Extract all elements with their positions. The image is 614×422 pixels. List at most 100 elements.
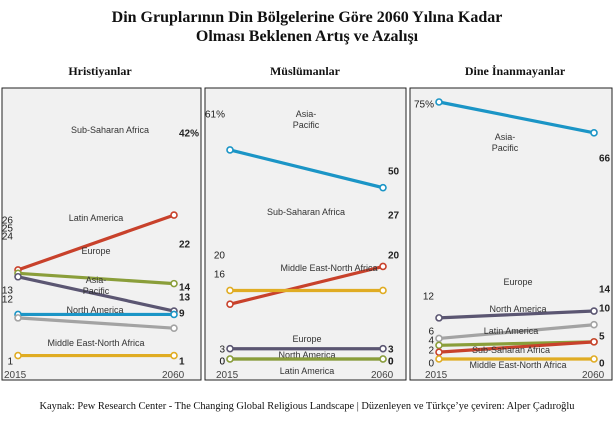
data-point-2015 — [435, 98, 443, 106]
series-line — [16, 213, 176, 272]
series-name-label: Asia- — [296, 109, 317, 119]
data-label-2015: 3 — [219, 345, 225, 356]
series-line — [437, 323, 596, 341]
series-north-america: 12 9 North America — [2, 295, 185, 332]
data-point-2060 — [379, 355, 387, 363]
data-label-2015: 12 — [2, 295, 14, 306]
data-label-2015: 0 — [219, 357, 225, 368]
series-name-label: Sub-Saharan Africa — [267, 207, 345, 217]
series-line — [16, 275, 176, 313]
series-middle-east-north-africa: 20 20 Middle East-North Africa — [214, 251, 400, 295]
data-point-2015 — [435, 334, 443, 343]
data-point-2015 — [14, 351, 22, 360]
x-tick-label: 2015 — [425, 370, 448, 381]
x-tick-label: 2015 — [4, 370, 27, 381]
series-line — [16, 271, 176, 286]
x-tick-label: 2060 — [371, 370, 394, 381]
series-line — [228, 148, 385, 190]
data-point-2060 — [379, 262, 387, 271]
data-point-2060 — [170, 310, 178, 319]
panel-title-band — [2, 58, 201, 87]
series-name-label: Pacific — [293, 120, 320, 130]
series-name-label: Pacific — [492, 143, 519, 153]
series-name-label: Middle East-North Africa — [469, 360, 566, 370]
panel-title: Dine İnanmayanlar — [465, 64, 566, 78]
series-north-america: 6 10 North America — [428, 304, 611, 343]
panel-frame — [1, 87, 202, 381]
data-point-2015 — [226, 146, 234, 154]
data-label-2015: 26 — [2, 216, 14, 227]
data-point-2015 — [226, 355, 234, 363]
data-label-2015: 13 — [2, 286, 14, 297]
data-point-2060 — [170, 211, 178, 219]
data-point-2015 — [226, 286, 234, 295]
data-label-2060: 50 — [388, 167, 400, 178]
series-sub-saharan-africa: 2 Sub-Saharan Africa — [428, 338, 598, 357]
series-name-label: Middle East-North Africa — [280, 263, 377, 273]
series-name-label: Latin America — [69, 213, 124, 223]
data-point-2060 — [590, 320, 598, 329]
data-point-2015 — [435, 314, 443, 322]
series-name-label: Pacific — [83, 286, 110, 296]
data-point-2060 — [379, 344, 387, 353]
panel-title: Hristiyanlar — [68, 64, 132, 78]
data-label-2060: 20 — [388, 251, 400, 262]
source-note: Kaynak: Pew Research Center - The Changi… — [39, 401, 575, 412]
series-name-label: North America — [489, 304, 546, 314]
data-label-2015: 1 — [7, 357, 13, 368]
data-label-2060: 42% — [179, 129, 199, 140]
data-point-2060 — [590, 338, 598, 346]
series-line — [16, 316, 176, 330]
data-label-2060: 22 — [179, 240, 191, 251]
series-name-label: Asia- — [86, 275, 107, 285]
series-line — [437, 340, 596, 354]
series-name-label: Europe — [292, 334, 321, 344]
series-name-label: North America — [278, 350, 335, 360]
data-label-2060: 0 — [599, 359, 605, 370]
data-label-2060: 14 — [179, 283, 191, 294]
data-point-2060 — [170, 351, 178, 360]
series-latin-america: 0 0 Latin America — [219, 355, 394, 376]
x-tick-label: 2060 — [162, 370, 185, 381]
data-point-2060 — [379, 286, 387, 295]
series-europe: 12 14 Europe — [423, 277, 611, 322]
series-asia-pacific: 75% 66 Asia-Pacific — [414, 98, 611, 165]
x-tick-label: 2060 — [582, 370, 605, 381]
data-point-2015 — [14, 272, 22, 281]
data-point-2015 — [435, 348, 443, 356]
data-label-2015: 0 — [219, 357, 225, 368]
panel-1: Hristiyanlar 2015 2060 26 42% Sub-Saharan Afr… — [1, 58, 202, 381]
data-label-2060: 0 — [388, 357, 394, 368]
x-tick-label: 2015 — [216, 370, 239, 381]
series-name-label: Europe — [503, 277, 532, 287]
data-point-2060 — [379, 183, 387, 192]
data-label-2060: 13 — [179, 293, 191, 304]
data-point-2015 — [435, 341, 443, 350]
series-middle-east-north-africa: 0 0 Middle East-North Africa — [428, 355, 605, 370]
series-name-label: Latin America — [484, 326, 539, 336]
series-line — [437, 100, 596, 135]
data-point-2060 — [590, 355, 598, 363]
data-point-2060 — [170, 324, 178, 332]
data-label-2015: 6 — [428, 327, 434, 338]
data-label-2060: 66 — [599, 154, 611, 165]
data-point-2060 — [590, 129, 598, 137]
data-point-2015 — [435, 355, 443, 363]
data-point-2015 — [226, 300, 234, 308]
data-point-2015 — [14, 314, 22, 322]
panel-2: Müslümanlar 2015 2060 61% 50 Asia-Pacific 16 27… — [204, 58, 407, 381]
series-line — [437, 309, 596, 320]
series-name-label: Europe — [81, 246, 110, 256]
series-sub-saharan-africa: 16 27 Sub-Saharan Africa — [214, 207, 400, 308]
chart-title-line-2: Olması Beklenen Artış ve Azalışı — [195, 28, 419, 45]
data-label-2060: 3 — [388, 345, 394, 356]
series-name-label: Asia- — [495, 132, 516, 142]
data-label-2015: 12 — [423, 292, 435, 303]
chart-title-line-1: Din Gruplarının Din Bölgelerine Göre 206… — [111, 9, 503, 26]
series-name-label: Sub-Saharan Africa — [71, 125, 149, 135]
series-name-label: Middle East-North Africa — [47, 338, 144, 348]
data-label-2015: 2 — [428, 346, 434, 357]
data-label-2060: 10 — [599, 304, 611, 315]
